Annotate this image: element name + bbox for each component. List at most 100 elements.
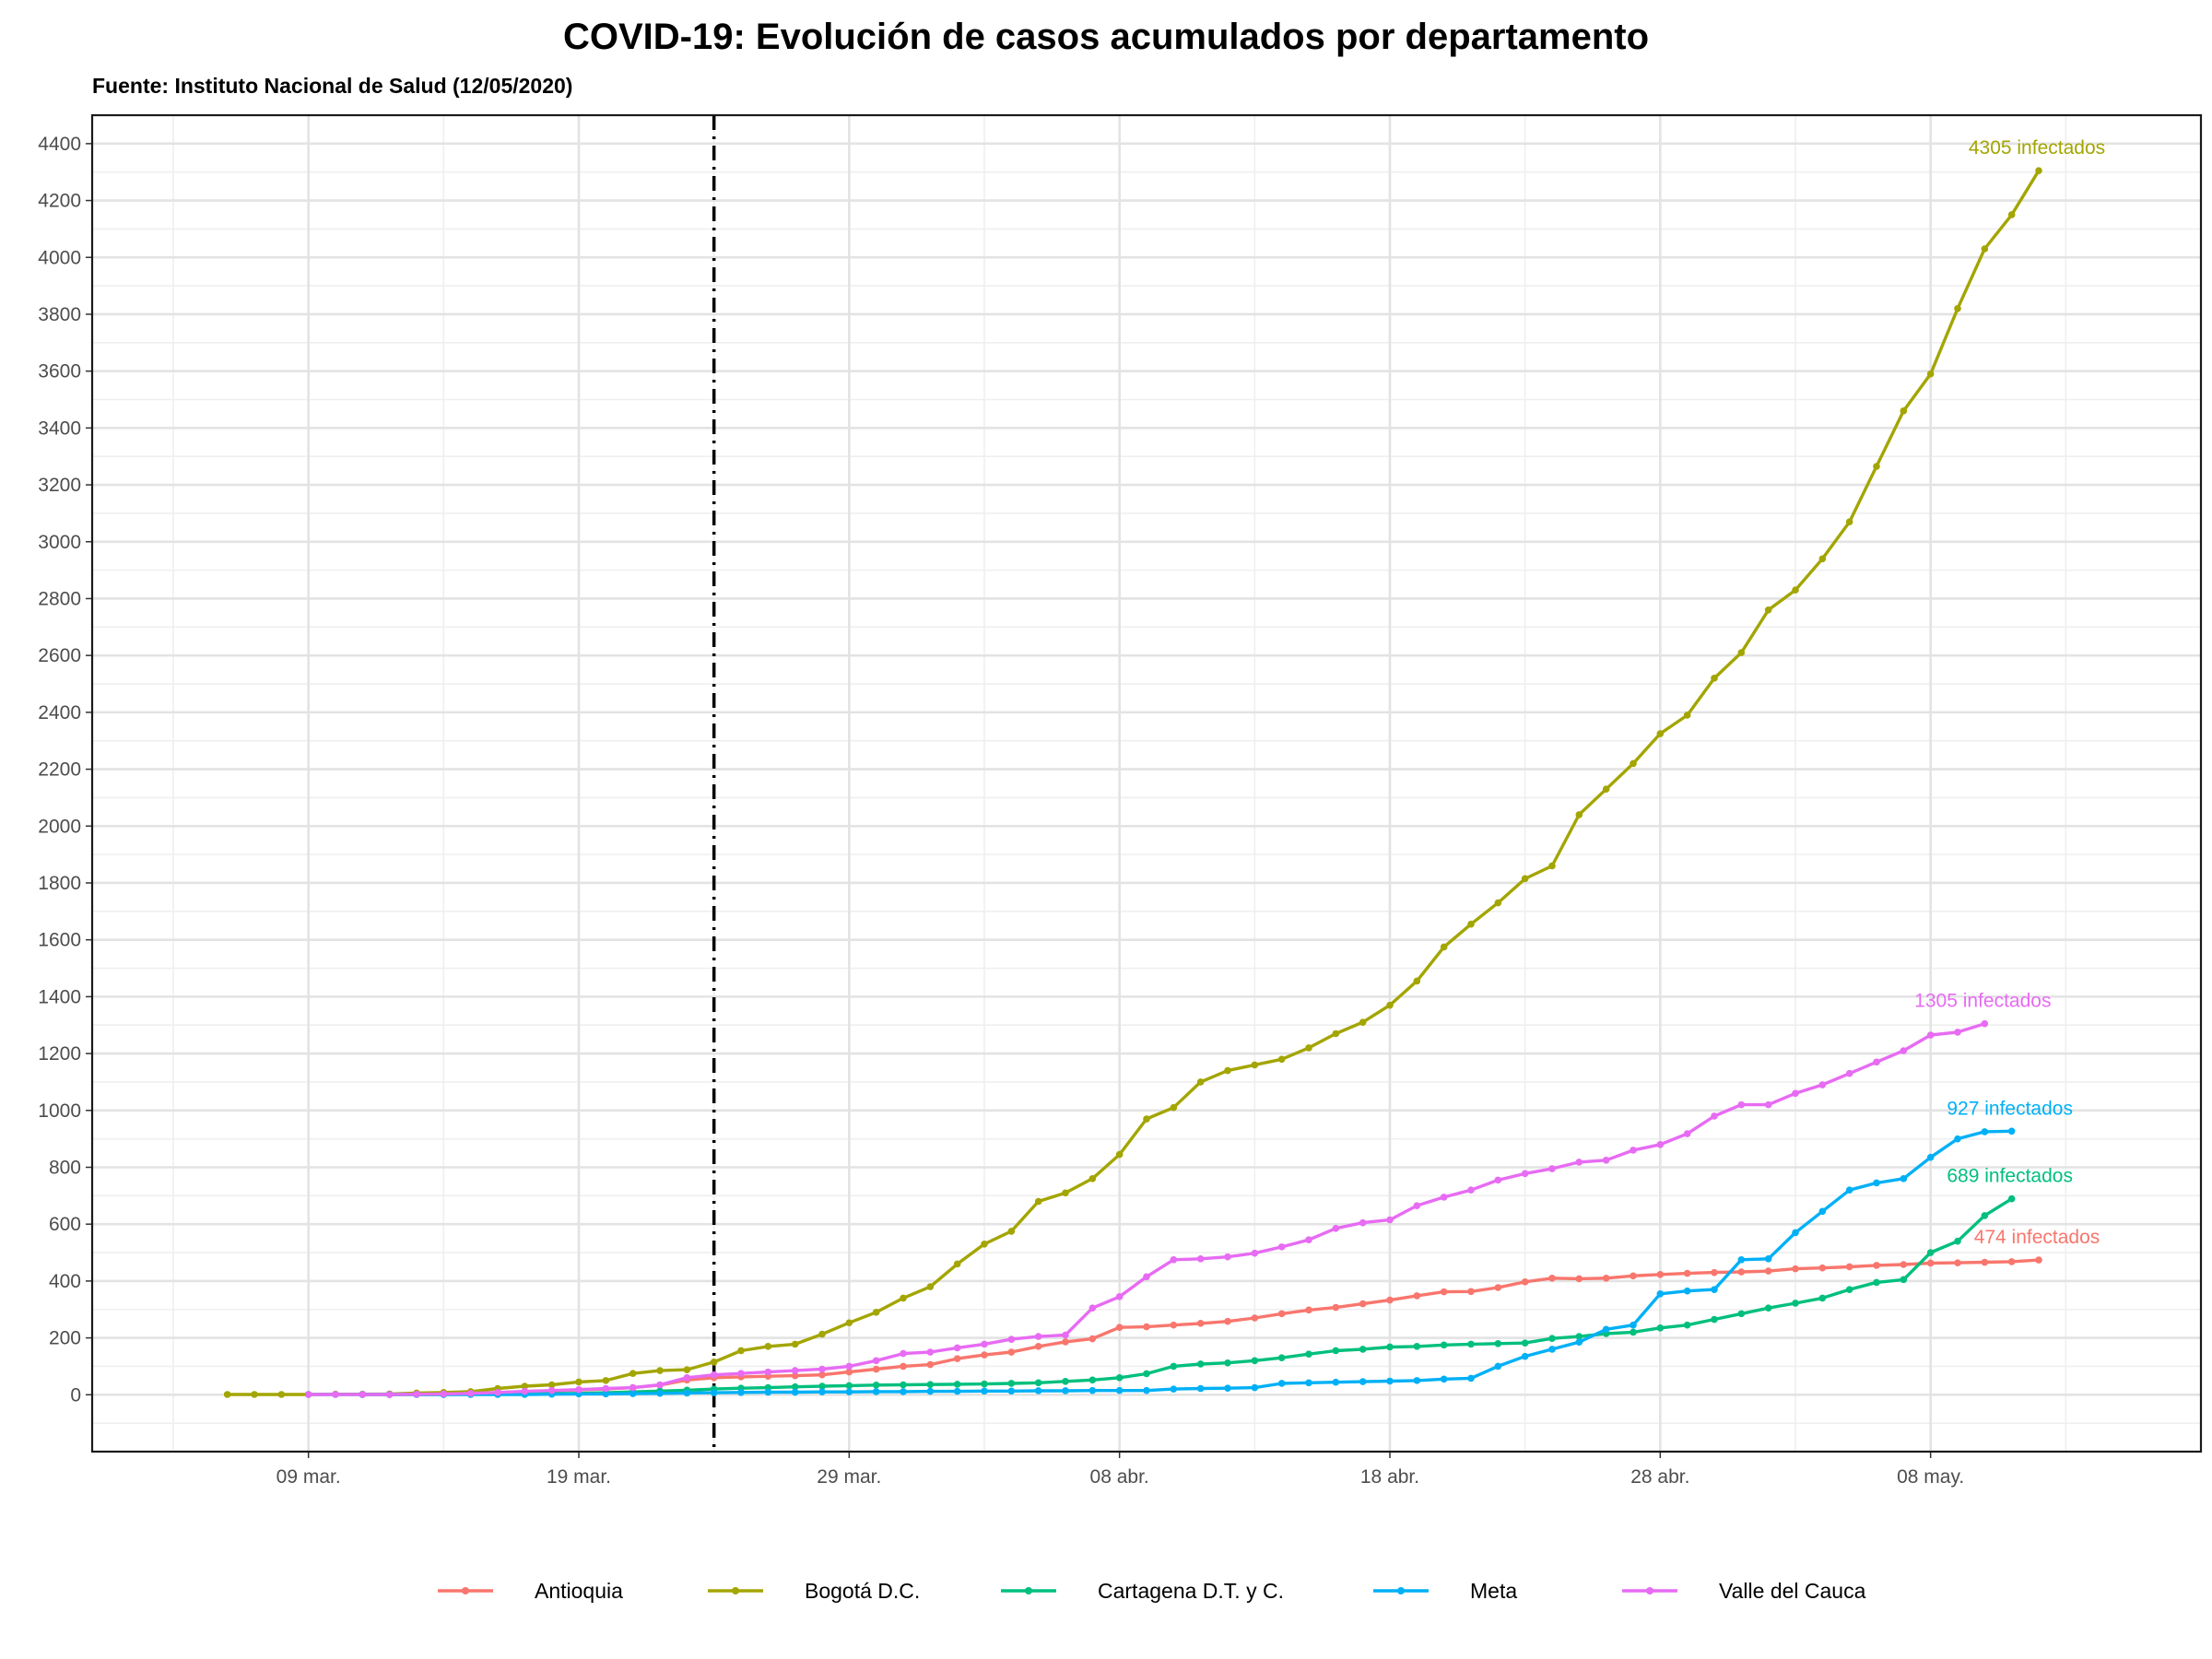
y-tick-label: 200 [49, 1328, 81, 1349]
data-point-antioquia [1251, 1314, 1259, 1322]
data-point-cartagena-d-t-y-c [1575, 1333, 1583, 1340]
data-point-antioquia [1818, 1264, 1827, 1272]
data-point-valle-del-cauca [683, 1373, 691, 1382]
data-point-meta [737, 1389, 745, 1396]
data-point-valle-del-cauca [710, 1371, 718, 1379]
data-point-bogota-d-c [1440, 943, 1448, 951]
data-point-valle-del-cauca [1494, 1176, 1502, 1184]
legend-label: Antioquia [535, 1579, 623, 1603]
data-point-bogota-d-c [2035, 167, 2042, 174]
x-tick-label: 18 abr. [1360, 1466, 1419, 1488]
y-tick-label: 3600 [38, 361, 81, 382]
data-point-cartagena-d-t-y-c [900, 1381, 907, 1389]
data-point-bogota-d-c [1251, 1061, 1259, 1069]
data-point-meta [872, 1388, 880, 1395]
data-point-cartagena-d-t-y-c [1711, 1315, 1718, 1324]
data-point-antioquia [1845, 1263, 1853, 1271]
data-point-meta [1386, 1377, 1394, 1385]
data-point-valle-del-cauca [1467, 1186, 1475, 1194]
data-point-meta [1494, 1362, 1502, 1371]
data-point-bogota-d-c [1521, 875, 1529, 883]
data-point-bogota-d-c [1277, 1055, 1286, 1064]
data-point-meta [1170, 1385, 1178, 1393]
y-tick-label: 1400 [38, 986, 81, 1007]
x-tick-label: 08 abr. [1090, 1466, 1149, 1488]
data-point-bogota-d-c [1630, 759, 1637, 768]
data-point-bogota-d-c [1062, 1189, 1069, 1197]
y-tick-label: 600 [49, 1214, 81, 1235]
x-tick-label: 29 mar. [817, 1466, 881, 1488]
data-point-meta [1359, 1378, 1367, 1385]
data-point-bogota-d-c [656, 1367, 664, 1374]
plot-border [90, 113, 2203, 1453]
data-point-cartagena-d-t-y-c [1981, 1212, 1989, 1219]
data-point-cartagena-d-t-y-c [1251, 1357, 1259, 1365]
data-point-cartagena-d-t-y-c [953, 1381, 961, 1388]
end-label-valle-del-cauca: 1305 infectados [1914, 991, 2051, 1012]
data-point-cartagena-d-t-y-c [1845, 1286, 1853, 1293]
data-point-meta [1818, 1207, 1827, 1216]
data-point-valle-del-cauca [1792, 1089, 1799, 1098]
data-point-valle-del-cauca [1845, 1069, 1853, 1077]
data-point-valle-del-cauca [385, 1391, 394, 1398]
data-point-bogota-d-c [1548, 862, 1556, 870]
data-point-valle-del-cauca [1062, 1331, 1069, 1339]
data-point-cartagena-d-t-y-c [1062, 1377, 1069, 1385]
data-point-bogota-d-c [1575, 811, 1583, 818]
data-point-cartagena-d-t-y-c [1873, 1278, 1880, 1287]
data-point-cartagena-d-t-y-c [1332, 1347, 1340, 1355]
data-point-antioquia [1630, 1272, 1637, 1280]
data-point-bogota-d-c [845, 1319, 853, 1327]
data-point-valle-del-cauca [1954, 1029, 1961, 1036]
data-point-bogota-d-c [1764, 606, 1772, 614]
legend-label: Meta [1470, 1579, 1517, 1603]
data-point-antioquia [1332, 1303, 1340, 1312]
y-tick-label: 4400 [38, 134, 81, 155]
data-point-cartagena-d-t-y-c [926, 1381, 935, 1388]
legend-label: Cartagena D.T. y C. [1098, 1579, 1284, 1603]
data-point-bogota-d-c [737, 1347, 745, 1355]
data-point-meta [1062, 1387, 1069, 1394]
data-point-bogota-d-c [1737, 649, 1746, 656]
legend-key-point [462, 1587, 469, 1594]
data-point-valle-del-cauca [1196, 1255, 1205, 1263]
data-point-antioquia [1467, 1288, 1475, 1296]
data-point-antioquia [1981, 1258, 1989, 1266]
data-point-meta [1007, 1387, 1016, 1395]
data-point-antioquia [1277, 1310, 1286, 1318]
data-point-bogota-d-c [1900, 407, 1908, 415]
data-point-bogota-d-c [1413, 977, 1421, 985]
data-point-bogota-d-c [1305, 1044, 1312, 1052]
data-point-antioquia [1062, 1338, 1069, 1346]
data-point-antioquia [1792, 1265, 1799, 1273]
data-point-meta [818, 1388, 826, 1396]
y-tick-label: 3800 [38, 304, 81, 325]
data-point-cartagena-d-t-y-c [1386, 1343, 1394, 1351]
data-point-antioquia [926, 1360, 935, 1369]
data-point-valle-del-cauca [602, 1384, 610, 1393]
y-tick-label: 1600 [38, 930, 81, 951]
data-point-meta [1548, 1346, 1556, 1353]
data-point-valle-del-cauca [1926, 1031, 1935, 1039]
data-point-valle-del-cauca [413, 1390, 420, 1398]
data-point-meta [1954, 1135, 1961, 1143]
legend-key-point [732, 1587, 739, 1594]
x-tick-label: 28 abr. [1630, 1466, 1689, 1488]
legend-label: Valle del Cauca [1719, 1579, 1866, 1603]
data-point-meta [845, 1388, 853, 1396]
data-point-valle-del-cauca [1251, 1249, 1259, 1257]
series-line-cartagena-d-t-y-c [362, 1197, 2013, 1396]
data-point-bogota-d-c [521, 1382, 529, 1390]
data-point-valle-del-cauca [1440, 1194, 1448, 1201]
data-point-valle-del-cauca [1332, 1225, 1340, 1232]
data-point-bogota-d-c [791, 1340, 799, 1348]
data-point-valle-del-cauca [818, 1365, 826, 1373]
data-point-meta [1764, 1255, 1772, 1263]
data-point-meta [1224, 1384, 1231, 1393]
data-point-cartagena-d-t-y-c [1656, 1324, 1665, 1332]
data-point-antioquia [900, 1362, 907, 1371]
data-point-meta [1656, 1289, 1665, 1298]
data-point-bogota-d-c [2007, 211, 2016, 218]
data-point-valle-del-cauca [1981, 1019, 1989, 1028]
